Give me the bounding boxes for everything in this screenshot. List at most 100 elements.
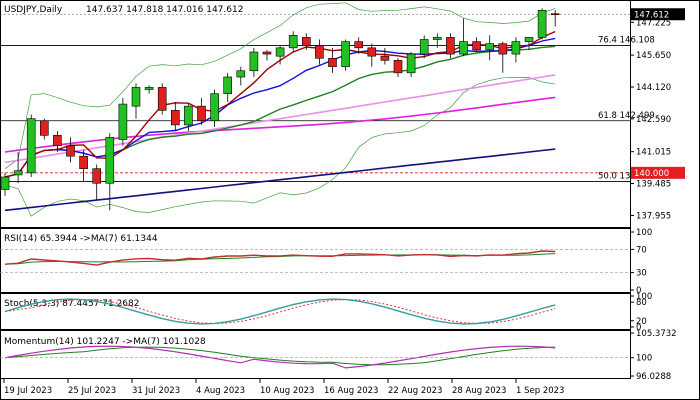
candle[interactable] <box>236 66 246 86</box>
date-tick-label: 22 Aug 2023 <box>388 386 442 396</box>
candle-body <box>498 43 508 55</box>
candle-body <box>315 45 324 59</box>
stoch-tick-label: 100 <box>636 292 652 302</box>
candle[interactable] <box>79 149 88 182</box>
price-axis[interactable]: 147.225 145.650 144.120 142.590 141.015 139.4… <box>630 8 685 221</box>
candle[interactable] <box>262 49 272 61</box>
fib-label: 76.4 146.108 <box>598 36 655 46</box>
candle[interactable] <box>275 45 285 65</box>
candle[interactable] <box>485 35 495 61</box>
candle[interactable] <box>406 52 416 77</box>
candle-body <box>223 76 232 94</box>
candle-body <box>446 37 455 55</box>
stoch-pane-border <box>0 293 631 330</box>
momentum-pane[interactable]: Momentum(14) 101.2247 ->MA(7) 101.1028 1… <box>0 329 677 382</box>
candle[interactable] <box>341 39 350 71</box>
fib-label: 50.0 139.582 <box>598 172 655 182</box>
momentum-label: Momentum(14) 101.2247 ->MA(7) 101.1028 <box>4 337 206 347</box>
candle-body <box>53 135 62 147</box>
rsi-tick-label: 0 <box>636 286 641 296</box>
candle-body <box>472 41 481 51</box>
stoch-tick-label: 80 <box>636 298 647 308</box>
candle-body <box>210 93 219 122</box>
candle[interactable] <box>39 118 49 140</box>
candle-body <box>79 155 88 169</box>
stoch-tick-label: 20 <box>636 317 647 327</box>
candle-body <box>171 110 180 126</box>
candle-body <box>406 53 416 74</box>
candle[interactable] <box>184 104 193 132</box>
candle-body <box>249 51 259 72</box>
candle[interactable] <box>0 172 10 196</box>
candle[interactable] <box>157 83 167 115</box>
date-tick-label: 1 Sep 2023 <box>516 386 564 396</box>
candle[interactable] <box>171 102 180 132</box>
candle-body <box>511 41 521 55</box>
price-pane[interactable]: 76.4 146.108 61.8 142.499 50.0 139.582 USD… <box>0 0 655 228</box>
price-tick-label: 147.225 <box>636 18 671 28</box>
candle[interactable] <box>118 97 128 146</box>
candle[interactable] <box>13 152 23 184</box>
date-tick-label: 31 Jul 2023 <box>132 386 180 396</box>
candle-body <box>13 170 23 176</box>
candle[interactable] <box>53 131 62 152</box>
candle[interactable] <box>92 164 101 200</box>
candle-body <box>157 87 167 111</box>
candle-body <box>432 37 442 40</box>
candle[interactable] <box>524 37 534 50</box>
candle[interactable] <box>550 9 560 27</box>
candle-body <box>380 55 390 61</box>
candle-body <box>39 120 49 136</box>
candle[interactable] <box>354 37 364 55</box>
candle[interactable] <box>380 47 390 65</box>
candle-body <box>354 41 364 49</box>
level-tag <box>631 166 685 179</box>
candle[interactable] <box>249 47 259 77</box>
candle[interactable] <box>223 72 232 102</box>
price-tick-label: 145.650 <box>636 51 671 61</box>
stoch-label: Stoch(5,3,3) 87.4457 71.2682 <box>4 299 139 309</box>
candle[interactable] <box>511 37 521 63</box>
candle[interactable] <box>432 33 442 48</box>
candle[interactable] <box>446 33 455 59</box>
candle-body <box>459 41 468 55</box>
candle[interactable] <box>537 8 547 40</box>
candle[interactable] <box>288 31 298 52</box>
candle[interactable] <box>498 41 508 73</box>
candle-body <box>275 47 285 57</box>
candle[interactable] <box>66 137 75 163</box>
candle-body <box>419 39 429 55</box>
candle-body <box>537 10 547 38</box>
rsi-pane-border <box>0 228 631 293</box>
price-tick-label: 141.015 <box>636 148 671 158</box>
candle-body <box>341 41 350 67</box>
candle-body <box>26 118 36 174</box>
candle[interactable] <box>144 85 154 94</box>
candle[interactable] <box>26 114 36 178</box>
rsi-pane[interactable]: RSI(14) 65.3944 ->MA(7) 61.1344 100 70 30 0 <box>0 228 652 296</box>
date-tick-label: 4 Aug 2023 <box>196 386 245 396</box>
candle-body <box>144 87 154 90</box>
candle[interactable] <box>459 18 468 57</box>
candle[interactable] <box>367 43 377 67</box>
price-tick-label: 142.590 <box>636 115 671 125</box>
candle[interactable] <box>315 39 324 65</box>
candle[interactable] <box>105 133 115 211</box>
candle[interactable] <box>328 47 337 73</box>
momentum-line <box>4 345 556 369</box>
candle[interactable] <box>419 35 429 59</box>
candlestick-series[interactable] <box>0 8 560 211</box>
candle[interactable] <box>131 83 141 119</box>
bollinger-upper-line <box>4 2 556 169</box>
ma-pink-line <box>4 74 556 164</box>
candle[interactable] <box>210 89 219 128</box>
candle[interactable] <box>197 97 206 125</box>
candle[interactable] <box>301 33 311 50</box>
candle[interactable] <box>472 37 481 52</box>
candle-body <box>92 168 101 184</box>
price-tick-label: 137.955 <box>636 211 671 221</box>
candle[interactable] <box>393 58 403 77</box>
